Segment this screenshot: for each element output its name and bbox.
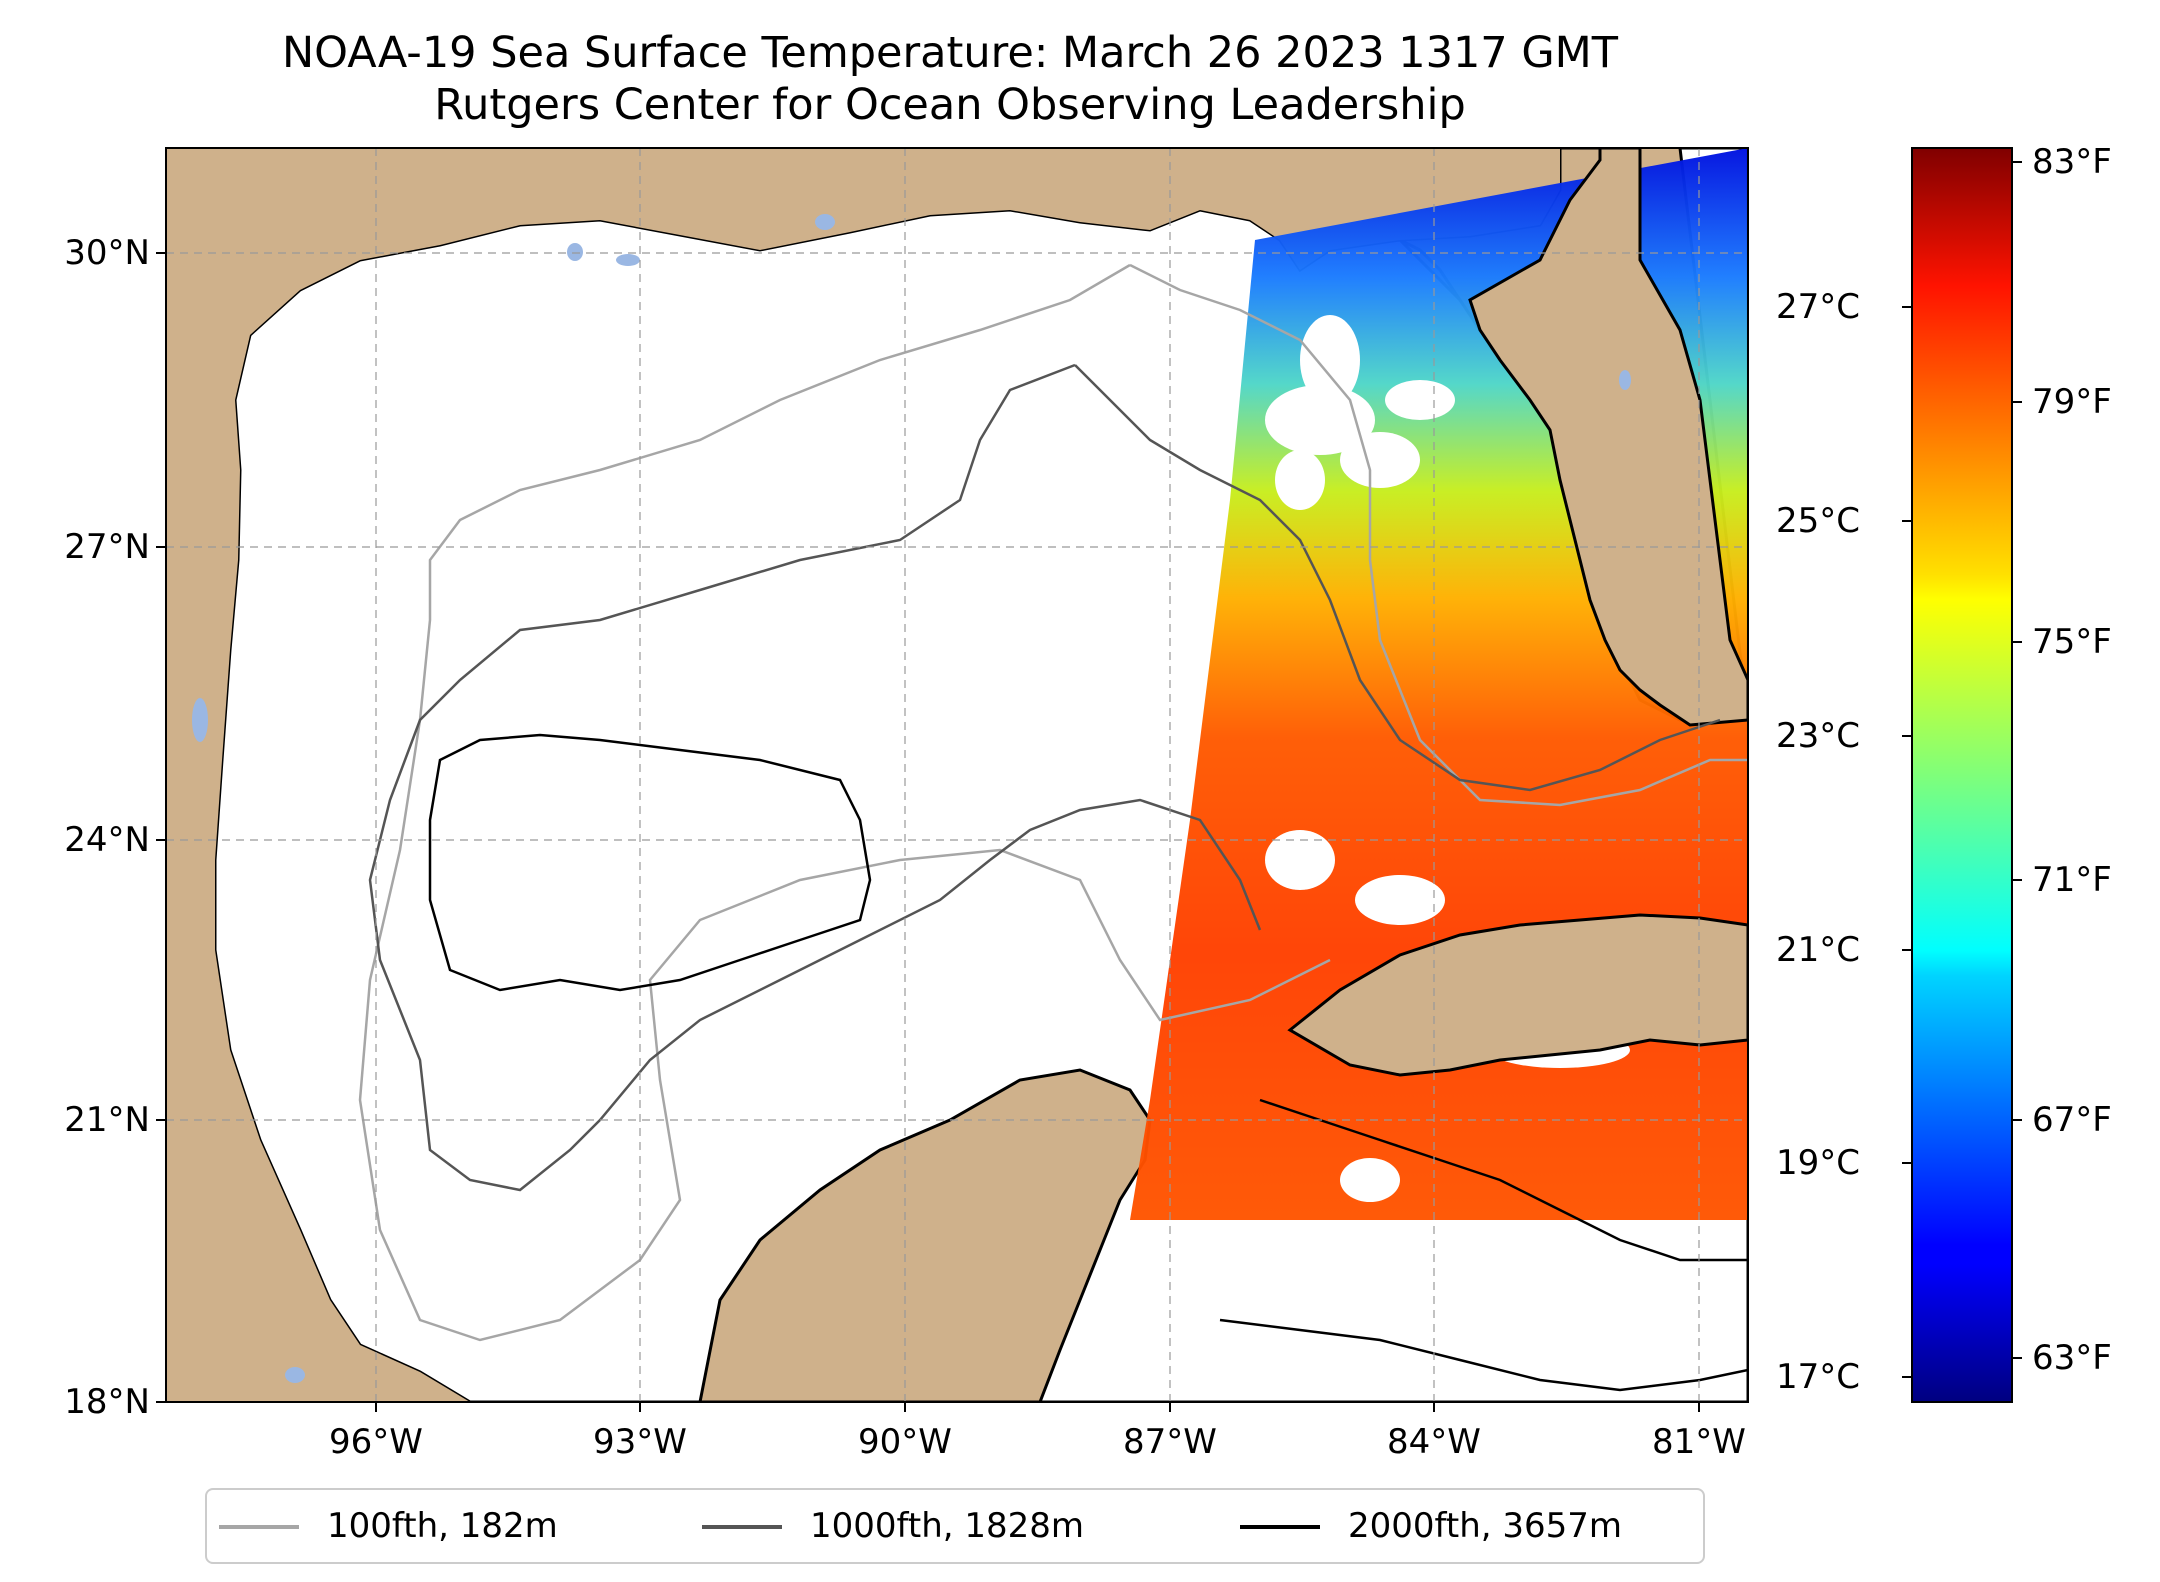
cloud-mask	[1265, 315, 1630, 1202]
lon-label-87w: 87°W	[1123, 1422, 1217, 1462]
gridlines	[166, 148, 1748, 1402]
legend-label-100fth: 100fth, 182m	[327, 1506, 558, 1546]
legend-line-1000fth	[702, 1525, 782, 1529]
lon-label-96w: 96°W	[329, 1422, 423, 1462]
cbar-label-83f: 83°F	[2032, 142, 2112, 182]
legend-line-100fth	[219, 1525, 299, 1529]
cbar-label-25c: 25°C	[1776, 501, 1861, 541]
cbar-label-21c: 21°C	[1776, 930, 1861, 970]
lat-label-30n: 30°N	[64, 233, 150, 273]
lon-label-93w: 93°W	[593, 1422, 687, 1462]
legend: 100fth, 182m 1000fth, 1828m 2000fth, 365…	[205, 1488, 1705, 1564]
cbar-label-19c: 19°C	[1776, 1143, 1861, 1183]
yucatan-land	[698, 1068, 1152, 1402]
legend-label-2000fth: 2000fth, 3657m	[1348, 1506, 1623, 1546]
legend-line-2000fth	[1240, 1525, 1320, 1529]
cbar-label-67f: 67°F	[2032, 1100, 2112, 1140]
colorbar	[1911, 147, 2013, 1403]
lat-label-27n: 27°N	[64, 527, 150, 567]
cbar-label-79f: 79°F	[2032, 382, 2112, 422]
mexico-land	[166, 148, 1560, 1402]
lon-label-81w: 81°W	[1652, 1422, 1746, 1462]
lat-label-18n: 18°N	[64, 1382, 150, 1422]
map-title: NOAA-19 Sea Surface Temperature: March 2…	[281, 28, 1619, 78]
legend-label-1000fth: 1000fth, 1828m	[810, 1506, 1085, 1546]
colorbar-ticks	[1902, 161, 2022, 1378]
bathymetry-contours	[358, 263, 1748, 1392]
florida-overlay	[1468, 148, 1748, 727]
cbar-label-71f: 71°F	[2032, 860, 2112, 900]
lakes	[192, 214, 1631, 1383]
cbar-label-17c: 17°C	[1776, 1357, 1861, 1397]
cbar-label-23c: 23°C	[1776, 716, 1861, 756]
map-frame	[165, 147, 1749, 1403]
cuba-overlay	[1287, 913, 1748, 1077]
lon-label-90w: 90°W	[858, 1422, 952, 1462]
cbar-label-27c: 27°C	[1776, 287, 1861, 327]
lon-label-84w: 84°W	[1387, 1422, 1481, 1462]
map-area	[166, 148, 1748, 1402]
lat-label-21n: 21°N	[64, 1100, 150, 1140]
map-ticks	[156, 252, 1700, 1412]
cbar-label-75f: 75°F	[2032, 622, 2112, 662]
lat-label-24n: 24°N	[64, 820, 150, 860]
cbar-label-63f: 63°F	[2032, 1338, 2112, 1378]
map-subtitle: Rutgers Center for Ocean Observing Leade…	[434, 80, 1466, 130]
